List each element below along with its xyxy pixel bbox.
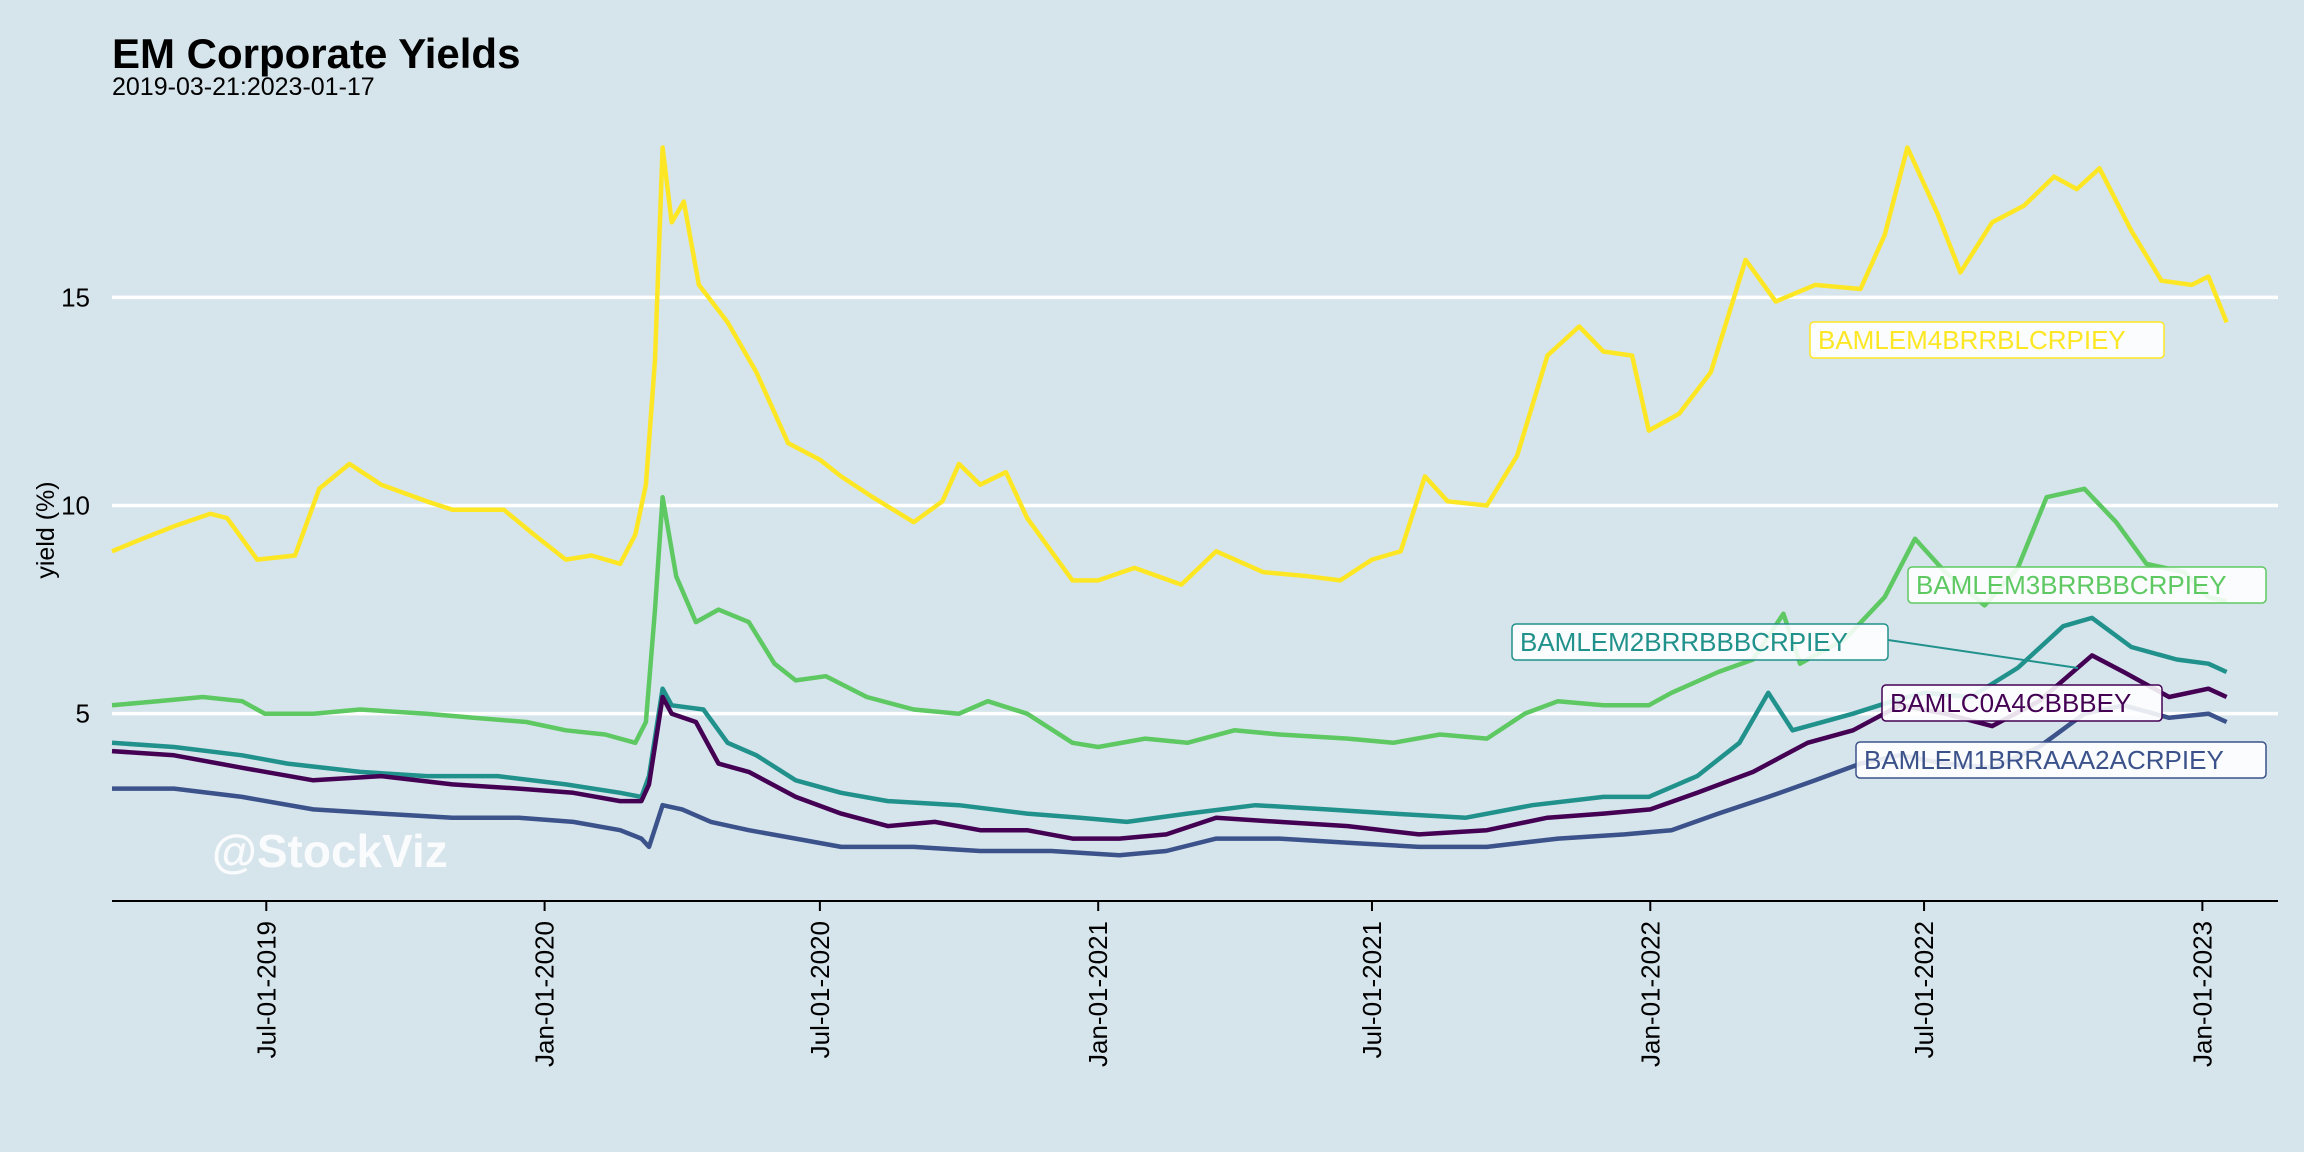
series-label-text: BAMLEM3BRRBBCRPIEY bbox=[1916, 570, 2227, 600]
chart-title: EM Corporate Yields bbox=[112, 30, 520, 77]
series-label-5: BAMLEM1BRRAAA2ACRPIEY bbox=[1855, 741, 2267, 779]
chart-subtitle: 2019-03-21:2023-01-17 bbox=[112, 73, 375, 101]
x-tick-label: Jan-01-2021 bbox=[1083, 921, 1113, 1067]
series-label-box bbox=[1907, 566, 2267, 604]
y-tick-label: 5 bbox=[76, 699, 90, 729]
x-axis-ticks: Jul-01-2019 Jan-01-2020 Jul-01-2020 Jan-01-… bbox=[251, 901, 2217, 1067]
series-labels: BAMLEM4BRRBLCRPIEY BAMLEM3BRRBBCRPIEY BAML… bbox=[1511, 321, 2267, 779]
series-line-2 bbox=[111, 486, 2228, 750]
x-tick-label: Jul-01-2019 bbox=[251, 921, 281, 1058]
series-label-text: BAMLEM1BRRAAA2ACRPIEY bbox=[1864, 745, 2224, 775]
series-label-box bbox=[1855, 741, 2267, 779]
x-tick-label: Jan-01-2020 bbox=[530, 921, 560, 1067]
y-tick-label: 10 bbox=[61, 491, 90, 521]
x-tick-label: Jul-01-2022 bbox=[1909, 921, 1939, 1058]
label-leader-line bbox=[1887, 639, 2079, 669]
y-tick-labels: 5 10 15 bbox=[61, 282, 90, 728]
x-tick-label: Jul-01-2020 bbox=[805, 921, 835, 1058]
y-axis-label: yield (%) bbox=[32, 481, 60, 578]
series-label-2: BAMLEM3BRRBBCRPIEY bbox=[1907, 566, 2267, 604]
series-label-text: BAMLEM2BRRBBBCRPIEY bbox=[1520, 627, 1848, 657]
series-label-text: BAMLEM4BRRBLCRPIEY bbox=[1818, 325, 2126, 355]
watermark: @StockViz bbox=[212, 825, 448, 877]
series-label-box bbox=[1881, 684, 2163, 722]
series-label-1: BAMLEM4BRRBLCRPIEY bbox=[1809, 321, 2165, 359]
series-label-text: BAMLC0A4CBBBEY bbox=[1890, 688, 2131, 718]
x-tick-label: Jul-01-2021 bbox=[1357, 921, 1387, 1058]
x-tick-label: Jan-01-2022 bbox=[1635, 921, 1665, 1067]
y-tick-label: 15 bbox=[61, 282, 90, 312]
x-tick-label: Jan-01-2023 bbox=[2187, 921, 2217, 1067]
series-label-box bbox=[1809, 321, 2165, 359]
series-label-box bbox=[1511, 623, 1889, 661]
series-label-4: BAMLC0A4CBBBEY bbox=[1881, 684, 2163, 722]
series-label-3: BAMLEM2BRRBBBCRPIEY bbox=[1511, 623, 1889, 661]
series-line-1 bbox=[111, 145, 2229, 587]
